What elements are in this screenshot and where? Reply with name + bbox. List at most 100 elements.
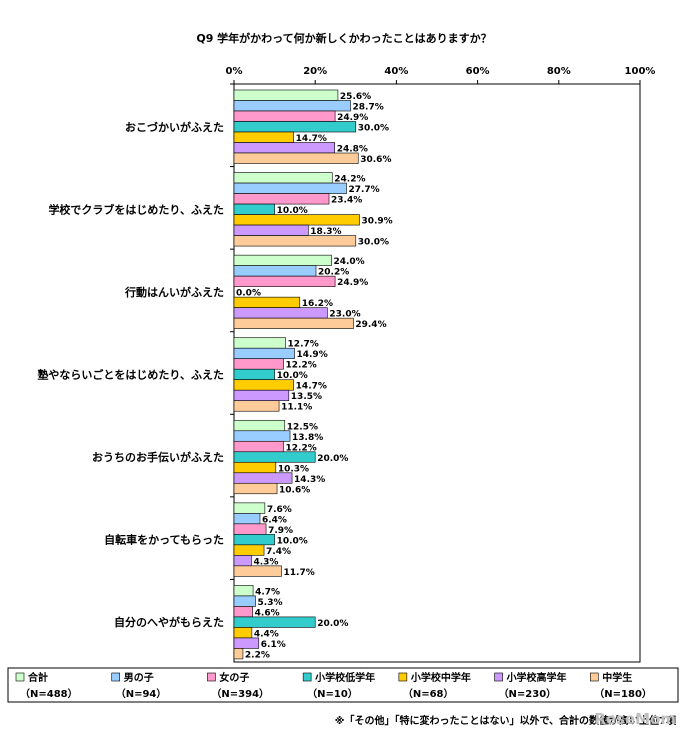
category-label: 自転車をかってもらった bbox=[104, 533, 224, 547]
bar bbox=[233, 337, 286, 349]
data-label: 27.7% bbox=[348, 185, 379, 195]
legend-label: 合計 bbox=[27, 671, 48, 684]
data-labels: 25.6%28.7%24.9%30.0%14.7%24.8%30.6%24.2%… bbox=[236, 92, 393, 660]
bar bbox=[233, 347, 295, 360]
category-label: 学校でクラブをはじめたり、ふえた bbox=[48, 202, 224, 216]
data-label: 4.7% bbox=[255, 587, 280, 597]
bar bbox=[233, 544, 265, 556]
legend-label: 小学校低学年 bbox=[314, 671, 375, 684]
watermark: ReseMom bbox=[594, 710, 676, 728]
bar bbox=[233, 358, 284, 370]
bar bbox=[233, 565, 282, 577]
x-tick-label: 20% bbox=[303, 66, 327, 77]
data-label: 4.3% bbox=[253, 557, 278, 567]
data-label: 7.6% bbox=[267, 505, 292, 515]
data-label: 0.0% bbox=[236, 289, 261, 299]
bar bbox=[233, 368, 275, 381]
bar bbox=[233, 502, 266, 514]
data-label: 12.2% bbox=[286, 361, 317, 371]
bar bbox=[233, 214, 360, 226]
data-label: 14.9% bbox=[296, 350, 327, 360]
bar bbox=[233, 89, 339, 101]
data-label: 24.9% bbox=[337, 113, 368, 123]
data-label: 24.9% bbox=[337, 278, 368, 288]
bar bbox=[233, 235, 357, 247]
legend-label: 小学校高学年 bbox=[506, 671, 567, 684]
data-label: 13.8% bbox=[292, 433, 323, 443]
data-label: 30.0% bbox=[358, 238, 389, 248]
bar bbox=[233, 555, 252, 567]
footnote: ※「その他」「特に変わったことはない」以外で、合計の数値が高い上位7項 bbox=[335, 714, 677, 727]
x-tick-label: 60% bbox=[466, 66, 490, 77]
bar bbox=[233, 389, 290, 402]
bar bbox=[233, 637, 260, 649]
bar bbox=[233, 430, 291, 442]
bar bbox=[233, 224, 309, 236]
bar bbox=[233, 182, 347, 194]
data-label: 4.6% bbox=[255, 608, 280, 618]
legend-label: 女の子 bbox=[219, 671, 249, 684]
bar bbox=[233, 606, 253, 618]
data-label: 24.0% bbox=[333, 257, 364, 267]
x-axis-ticks: 0% 20% 40% 60% 80% 100% bbox=[226, 66, 655, 84]
data-label: 13.5% bbox=[291, 392, 322, 402]
legend-swatch bbox=[302, 672, 312, 682]
data-label: 20.2% bbox=[318, 268, 349, 278]
legend-count: （N=394） bbox=[211, 687, 269, 700]
bar bbox=[233, 265, 317, 277]
data-label: 2.2% bbox=[245, 650, 270, 660]
category-labels: おこづかいがふえた学校でクラブをはじめたり、ふえた行動はんいがふえた塾やならいご… bbox=[37, 83, 234, 629]
bar bbox=[233, 648, 244, 660]
x-tick-label: 80% bbox=[547, 66, 571, 77]
category-label: おうちのお手伝いがふえた bbox=[92, 450, 224, 464]
legend-count: （N=68） bbox=[403, 687, 454, 700]
data-label: 7.9% bbox=[268, 526, 293, 536]
bar bbox=[233, 461, 277, 474]
bar bbox=[233, 523, 267, 535]
bar bbox=[233, 627, 253, 639]
legend-swatch bbox=[398, 672, 408, 682]
bar bbox=[233, 379, 294, 391]
bar bbox=[233, 152, 359, 164]
chart-title: Q9 学年がかわって何か新しくかわったことはありますか？ bbox=[196, 31, 491, 45]
bar bbox=[233, 482, 278, 495]
data-label: 28.7% bbox=[353, 103, 384, 113]
data-label: 11.1% bbox=[281, 403, 312, 413]
data-label: 6.4% bbox=[262, 515, 287, 525]
data-label: 24.8% bbox=[337, 145, 368, 155]
legend-swatch bbox=[111, 672, 121, 682]
data-label: 20.0% bbox=[317, 454, 348, 464]
data-label: 14.7% bbox=[296, 134, 327, 144]
data-label: 6.1% bbox=[261, 640, 286, 650]
legend-swatch bbox=[589, 672, 599, 682]
bars bbox=[233, 89, 360, 660]
bar bbox=[233, 400, 280, 412]
bar bbox=[233, 451, 316, 463]
bar bbox=[233, 100, 351, 112]
bar bbox=[233, 419, 286, 432]
legend-count: （N=10） bbox=[307, 687, 358, 700]
data-label: 10.3% bbox=[278, 464, 309, 474]
legend-count: （N=94） bbox=[116, 687, 167, 700]
category-label: おこづかいがふえた bbox=[125, 120, 224, 134]
bar bbox=[233, 440, 284, 453]
data-label: 30.6% bbox=[360, 155, 391, 165]
data-label: 18.3% bbox=[310, 227, 341, 237]
data-label: 16.2% bbox=[302, 299, 333, 309]
data-label: 25.6% bbox=[340, 92, 371, 102]
data-label: 12.7% bbox=[288, 340, 319, 350]
legend-swatch bbox=[15, 672, 25, 682]
bar bbox=[233, 275, 336, 287]
bar bbox=[233, 296, 301, 308]
x-tick-label: 0% bbox=[226, 66, 243, 77]
category-label: 行動はんいがふえた bbox=[124, 285, 224, 299]
bar bbox=[233, 172, 333, 184]
legend-count: （N=180） bbox=[594, 687, 652, 700]
category-label: 塾やならいごとをはじめたり、ふえた bbox=[37, 367, 224, 381]
data-label: 29.4% bbox=[355, 320, 386, 330]
legend: 合計 （N=488） 男の子 （N=94） 女の子 （N=394） 小学校低学年 （N=10）… bbox=[7, 667, 679, 703]
legend-swatch bbox=[494, 672, 503, 682]
bar bbox=[233, 142, 335, 154]
x-tick-label: 40% bbox=[384, 66, 408, 77]
data-label: 10.6% bbox=[279, 485, 310, 495]
